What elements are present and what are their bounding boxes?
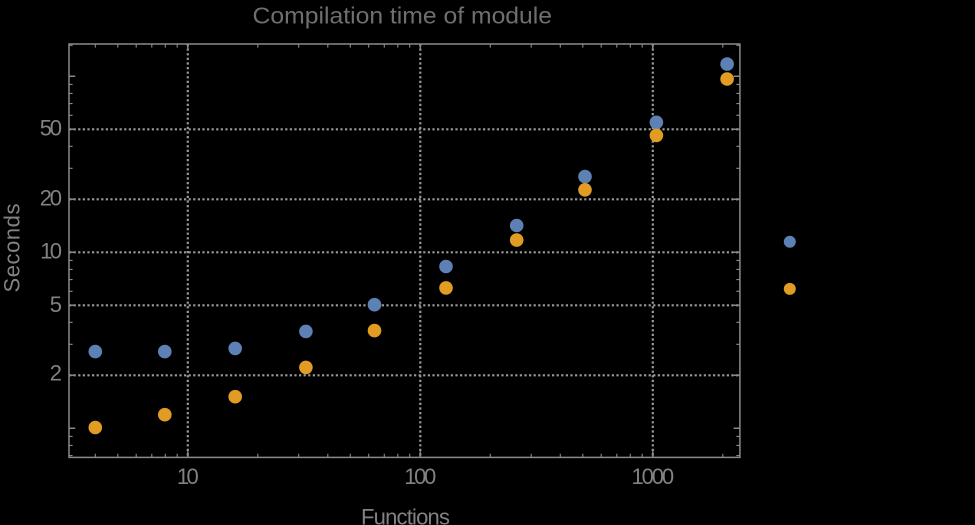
svg-text:50: 50 <box>40 115 62 140</box>
svg-text:20: 20 <box>40 185 62 210</box>
svg-text:Compilation time of module: Compilation time of module <box>253 3 553 29</box>
svg-text:Functions: Functions <box>361 505 450 525</box>
svg-text:10: 10 <box>177 464 199 489</box>
svg-text:5: 5 <box>50 292 62 317</box>
svg-text:2: 2 <box>50 361 62 386</box>
svg-text:1000: 1000 <box>632 464 675 489</box>
svg-text:10: 10 <box>40 238 62 263</box>
svg-text:100: 100 <box>404 464 436 489</box>
svg-text:Seconds: Seconds <box>0 204 24 293</box>
